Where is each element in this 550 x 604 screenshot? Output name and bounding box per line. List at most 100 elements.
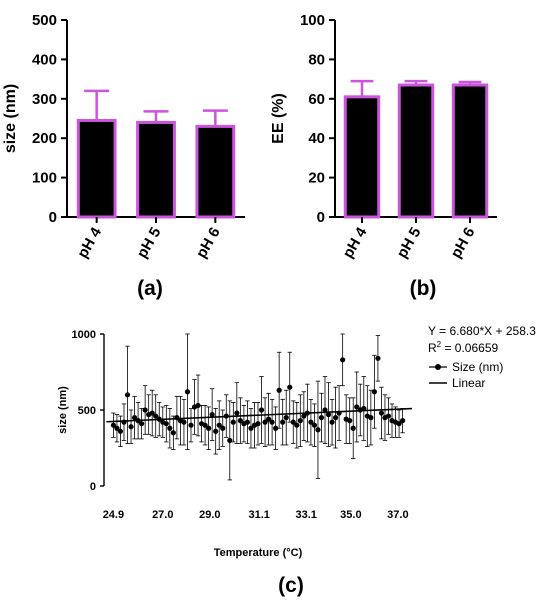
legend-label-size: Size (nm): [452, 360, 503, 374]
scatter-y-tick-label: 0: [90, 481, 96, 493]
scatter-point: [131, 415, 138, 421]
scatter-point: [308, 419, 314, 425]
scatter-point: [322, 407, 328, 413]
scatter-y-axis-label: size (nm): [57, 386, 69, 434]
scatter-x-tick-label: 29.0: [199, 509, 220, 521]
scatter-point: [195, 402, 201, 409]
scatter-x-tick-label: 31.1: [248, 509, 269, 521]
panel-label-a: (a): [137, 277, 163, 300]
size-x-tick-label: pH 4: [74, 224, 105, 261]
scatter-point: [149, 410, 155, 416]
size-x-tick-label: pH 5: [133, 225, 164, 262]
r2-value: = 0.06659: [441, 341, 498, 355]
panel-label-b: (b): [410, 277, 437, 300]
scatter-point: [220, 425, 226, 431]
scatter-y-tick-label: 1000: [72, 329, 96, 341]
scatter-point: [114, 425, 120, 431]
bar-chart-size: 0 100 200 300 400 500 size (nm) pH 4 pH 5 pH 6: [2, 12, 245, 261]
size-x-tick-label: pH 6: [193, 225, 224, 262]
ee-y-tick-label: 100: [300, 12, 325, 29]
scatter-x-tick-label: 24.9: [103, 509, 124, 521]
legend-label-linear: Linear: [452, 376, 485, 390]
size-y-tick-label: 300: [32, 91, 57, 108]
r2-sup: 2: [437, 340, 442, 349]
scatter-point: [347, 418, 353, 424]
scatter-point: [237, 418, 243, 424]
ee-y-axis-label: EE (%): [270, 93, 287, 144]
scatter-point: [273, 425, 279, 431]
scatter-point: [315, 427, 321, 433]
scatter-point: [209, 411, 215, 418]
scatter-point: [340, 357, 346, 363]
scatter-point: [202, 422, 208, 428]
ee-y-tick-label: 60: [308, 91, 325, 108]
ee-bar: [397, 83, 435, 219]
ee-y-tick-label: 80: [308, 51, 325, 68]
scatter-point: [117, 428, 124, 434]
scatter-point: [301, 413, 307, 419]
size-y-tick-label: 200: [32, 130, 57, 147]
scatter-x-tick-label: 35.0: [340, 509, 361, 521]
scatter-x-tick-label: 33.1: [295, 509, 316, 521]
panel-label-c: (c): [278, 574, 304, 597]
scatter-point: [230, 419, 236, 425]
scatter-point: [248, 425, 254, 431]
scatter-point: [297, 418, 303, 424]
scatter-point: [213, 428, 219, 434]
scatter-point: [290, 419, 296, 425]
ee-x-tick-label: pH 6: [447, 225, 478, 262]
scatter-chart-temperature: 0 500 1000 size (nm) 24.9 27.0 29.0 31.1 33.1 35.…: [57, 329, 413, 559]
scatter-point: [139, 421, 145, 427]
scatter-point: [332, 415, 339, 421]
size-y-tick-label: 0: [49, 209, 57, 226]
scatter-point: [258, 407, 265, 413]
scatter-point: [110, 422, 117, 428]
linear-fit-line: [106, 407, 413, 423]
scatter-point: [283, 415, 289, 421]
scatter-point: [385, 413, 392, 419]
scatter-point: [276, 387, 282, 393]
scatter-x-axis-label: Temperature (°C): [214, 547, 303, 559]
scatter-x-tick-label: 27.0: [152, 509, 173, 521]
r2-prefix: R: [428, 341, 437, 355]
scatter-point: [234, 410, 240, 416]
scatter-point: [265, 416, 272, 422]
scatter-point: [153, 413, 159, 419]
size-y-tick-label: 500: [32, 12, 57, 29]
scatter-point: [329, 419, 335, 425]
ee-y-tick-label: 20: [308, 170, 325, 187]
scatter-point: [188, 422, 194, 428]
scatter-point: [396, 421, 402, 427]
scatter-y-tick-label: 500: [78, 405, 96, 417]
scatter-point: [361, 405, 367, 412]
scatter-point: [354, 404, 360, 410]
ee-y-tick-label: 0: [317, 209, 325, 226]
scatter-point: [371, 389, 377, 395]
scatter-point: [287, 384, 293, 390]
scatter-point: [227, 437, 233, 443]
size-y-tick-label: 100: [32, 170, 57, 187]
scatter-point: [216, 422, 222, 428]
ee-bar: [451, 83, 489, 219]
size-bar: [136, 120, 176, 219]
scatter-point: [311, 422, 318, 428]
scatter-point: [294, 422, 300, 428]
scatter-point: [255, 421, 261, 427]
scatter-point: [181, 419, 187, 425]
scatter-point: [128, 424, 134, 430]
fit-equation: Y = 6.680*X + 258.3: [428, 324, 536, 338]
scatter-point: [325, 411, 332, 418]
size-y-tick-label: 400: [32, 51, 57, 68]
fit-r-squared: R2 = 0.06659: [428, 340, 499, 355]
scatter-point: [378, 410, 385, 416]
scatter-x-tick-label: 37.0: [387, 509, 408, 521]
scatter-point: [167, 425, 173, 431]
scatter-point: [124, 392, 131, 398]
size-bar: [76, 118, 117, 219]
scatter-point: [206, 425, 212, 431]
scatter-point: [318, 415, 325, 421]
scatter-point: [262, 419, 268, 425]
ee-bar: [343, 95, 381, 219]
ee-x-tick-label: pH 5: [393, 225, 424, 262]
